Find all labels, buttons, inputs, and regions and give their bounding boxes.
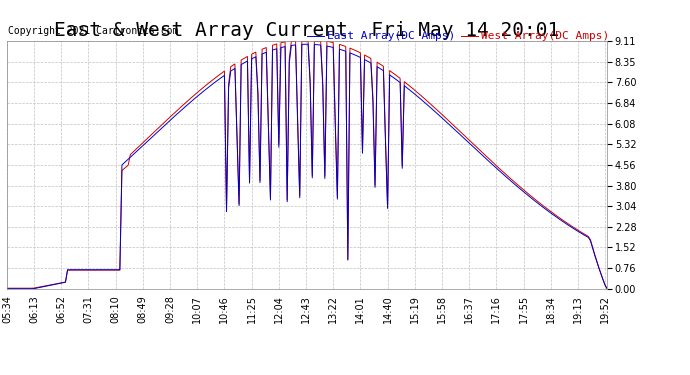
West Array(DC Amps) — [308, 173, 317, 178]
East Array(DC Amps) — [553, 215, 561, 220]
West Array(DC Amps) — [287, 39, 295, 44]
Title: East & West Array Current  Fri May 14 20:01: East & West Array Current Fri May 14 20:… — [55, 21, 560, 40]
Text: Copyright 2021 Cartronics.com: Copyright 2021 Cartronics.com — [8, 26, 178, 36]
Line: West Array(DC Amps): West Array(DC Amps) — [7, 41, 607, 289]
East Array(DC Amps) — [3, 286, 11, 291]
Line: East Array(DC Amps): East Array(DC Amps) — [7, 44, 607, 289]
Legend: East Array(DC Amps), West Array(DC Amps): East Array(DC Amps), West Array(DC Amps) — [303, 27, 613, 46]
West Array(DC Amps) — [520, 188, 528, 192]
East Array(DC Amps) — [55, 281, 63, 286]
West Array(DC Amps) — [509, 178, 518, 183]
East Array(DC Amps) — [534, 201, 542, 206]
East Array(DC Amps) — [509, 181, 518, 185]
East Array(DC Amps) — [304, 42, 313, 46]
West Array(DC Amps) — [534, 200, 542, 204]
East Array(DC Amps) — [520, 189, 528, 194]
West Array(DC Amps) — [55, 281, 63, 285]
West Array(DC Amps) — [553, 214, 561, 218]
West Array(DC Amps) — [3, 286, 11, 291]
East Array(DC Amps) — [308, 176, 317, 180]
West Array(DC Amps) — [603, 286, 611, 291]
East Array(DC Amps) — [603, 286, 611, 291]
